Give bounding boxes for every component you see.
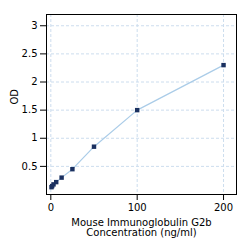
svg-text:2.5: 2.5 xyxy=(22,48,38,59)
svg-text:0: 0 xyxy=(48,202,54,213)
svg-text:1: 1 xyxy=(31,132,37,143)
svg-text:200: 200 xyxy=(214,202,233,213)
svg-text:2: 2 xyxy=(31,76,37,87)
svg-text:100: 100 xyxy=(128,202,147,213)
svg-text:OD: OD xyxy=(9,89,20,105)
svg-text:0.5: 0.5 xyxy=(22,161,38,172)
svg-text:1.5: 1.5 xyxy=(22,104,38,115)
svg-text:Mouse Immunoglobulin G2bConcen: Mouse Immunoglobulin G2bConcentration (n… xyxy=(71,217,211,238)
svg-text:3: 3 xyxy=(31,20,37,31)
